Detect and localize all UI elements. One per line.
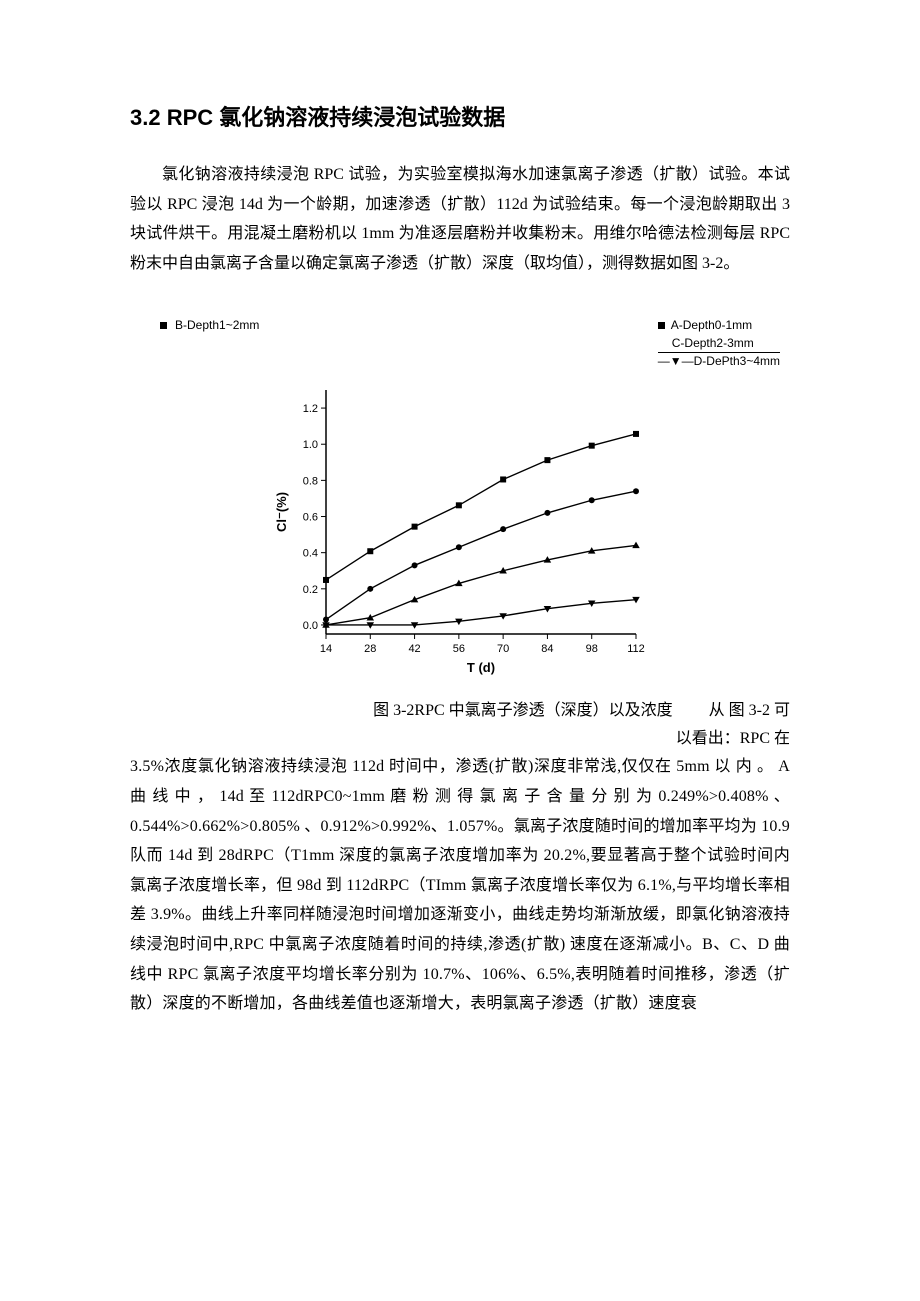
svg-text:0.6: 0.6 — [303, 512, 318, 524]
legend-right-group: A-Depth0-1mm C-Depth2-3mm —▼—D-DePth3~4m… — [658, 318, 780, 368]
section-number: 3.2 — [130, 105, 161, 130]
figure-caption: 图 3-2RPC 中氯离子渗透（深度）以及浓度 — [373, 696, 673, 720]
svg-text:14: 14 — [320, 643, 332, 655]
svg-text:0.4: 0.4 — [303, 548, 318, 560]
lead-text-1: 从 图 3-2 可 — [709, 696, 790, 720]
legend-a-label: A-Depth0-1mm — [671, 318, 752, 332]
section-heading: 3.2 RPC 氯化钠溶液持续浸泡试验数据 — [130, 100, 790, 132]
svg-text:T (d): T (d) — [467, 660, 495, 675]
svg-text:98: 98 — [586, 643, 598, 655]
lead-text-2: 以看出：RPC 在 — [676, 730, 790, 747]
lead-text-2-row: 以看出：RPC 在 — [130, 724, 790, 748]
legend-b: B-Depth1~2mm — [160, 318, 259, 332]
svg-text:28: 28 — [364, 643, 376, 655]
svg-text:Cl⁻(%): Cl⁻(%) — [274, 492, 289, 532]
square-icon — [160, 322, 167, 329]
svg-text:56: 56 — [453, 643, 465, 655]
svg-text:0.8: 0.8 — [303, 476, 318, 488]
svg-text:0.0: 0.0 — [303, 620, 318, 632]
legend-b-label: B-Depth1~2mm — [175, 318, 259, 332]
chart-container: 0.0 0.2 0.4 0.6 0.8 1.0 1.2 14 28 42 56 70 84 98 112 T … — [130, 378, 790, 678]
svg-text:42: 42 — [408, 643, 420, 655]
svg-text:84: 84 — [541, 643, 553, 655]
body-paragraph: 3.5%浓度氯化钠溶液持续浸泡 112d 时间中，渗透(扩散)深度非常浅,仅仅在… — [130, 752, 790, 1018]
legend-d: —▼—D-DePth3~4mm — [658, 352, 780, 368]
svg-text:0.2: 0.2 — [303, 584, 318, 596]
figure-caption-row: 图 3-2RPC 中氯离子渗透（深度）以及浓度 从 图 3-2 可 — [130, 696, 790, 720]
section-title-text: RPC 氯化钠溶液持续浸泡试验数据 — [167, 105, 506, 130]
svg-text:70: 70 — [497, 643, 509, 655]
svg-text:1.2: 1.2 — [303, 403, 318, 415]
svg-text:112: 112 — [627, 643, 645, 655]
legend-c-label: C-Depth2-3mm — [672, 336, 754, 350]
intro-paragraph: 氯化钠溶液持续浸泡 RPC 试验，为实验室模拟海水加速氯离子渗透（扩散）试验。本… — [130, 160, 790, 278]
square-icon — [658, 322, 665, 329]
chart-legend: B-Depth1~2mm A-Depth0-1mm C-Depth2-3mm —… — [130, 318, 790, 368]
svg-text:1.0: 1.0 — [303, 440, 318, 452]
line-chart: 0.0 0.2 0.4 0.6 0.8 1.0 1.2 14 28 42 56 70 84 98 112 T … — [270, 378, 650, 678]
legend-a: A-Depth0-1mm — [658, 318, 780, 332]
legend-c: C-Depth2-3mm — [672, 336, 780, 350]
legend-d-label: —▼—D-DePth3~4mm — [658, 354, 780, 368]
